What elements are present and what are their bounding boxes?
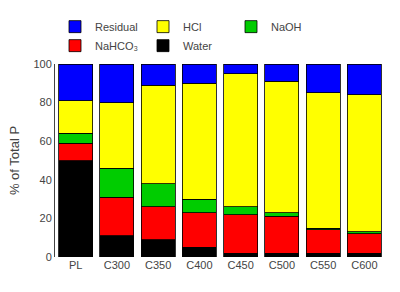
svg-text:100: 100 <box>33 58 51 70</box>
svg-text:% of Total P: % of Total P <box>7 126 22 195</box>
svg-text:HCl: HCl <box>183 21 201 33</box>
svg-text:C550: C550 <box>310 259 336 271</box>
svg-text:0: 0 <box>46 251 52 263</box>
svg-text:C400: C400 <box>186 259 212 271</box>
svg-text:40: 40 <box>40 174 52 186</box>
svg-text:Residual: Residual <box>95 21 138 33</box>
svg-text:60: 60 <box>40 135 52 147</box>
svg-text:PL: PL <box>69 259 82 271</box>
svg-text:C600: C600 <box>351 259 377 271</box>
svg-text:C450: C450 <box>227 259 253 271</box>
svg-text:80: 80 <box>40 96 52 108</box>
svg-text:Water: Water <box>183 40 212 52</box>
svg-text:C500: C500 <box>269 259 295 271</box>
svg-text:C350: C350 <box>145 259 171 271</box>
svg-text:C300: C300 <box>104 259 130 271</box>
svg-text:NaHCO₃: NaHCO₃ <box>95 40 138 52</box>
svg-text:NaOH: NaOH <box>271 21 302 33</box>
svg-text:20: 20 <box>40 212 52 224</box>
